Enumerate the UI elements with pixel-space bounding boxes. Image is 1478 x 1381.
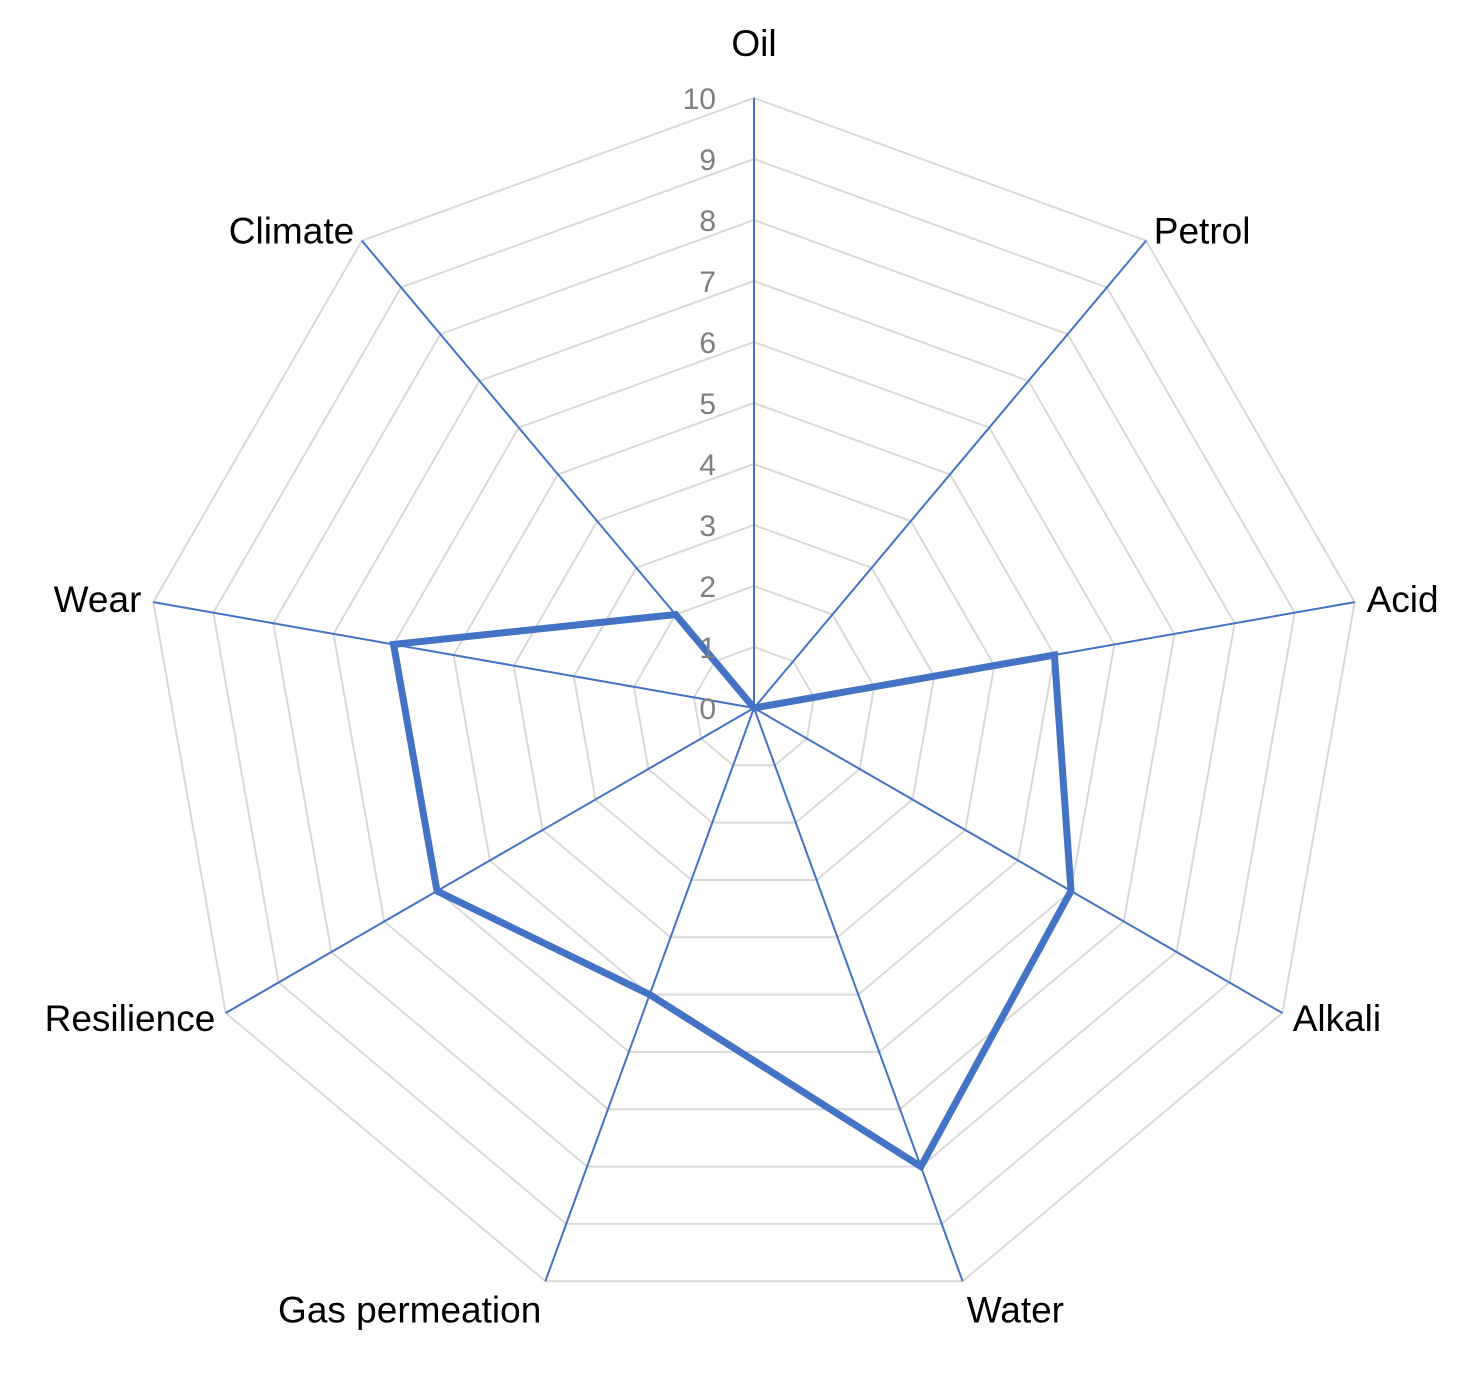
axis-spoke-6 (225, 707, 755, 1014)
data-point-4 (920, 1166, 922, 1168)
grid-rings (152, 96, 1356, 1283)
category-labels: Oil Petrol Acid Alkali Water Gas permeation Re… (45, 23, 1439, 1331)
grid-ring-1 (692, 645, 816, 767)
tick-label: 6 (699, 327, 716, 360)
grid-ring-2 (632, 584, 876, 824)
data-point-1 (753, 707, 755, 709)
data-point-7 (393, 643, 395, 645)
axis-spoke-4 (753, 707, 964, 1282)
axis-spoke-3 (753, 707, 1283, 1014)
tick-label: 10 (683, 83, 716, 116)
tick-label: 1 (699, 632, 716, 665)
category-label: Resilience (45, 998, 216, 1039)
category-label: Oil (731, 23, 776, 64)
tick-label: 7 (699, 266, 716, 299)
tick-label: 3 (699, 510, 716, 543)
data-point-2 (1053, 654, 1055, 656)
tick-label: 4 (699, 449, 716, 482)
grid-ring-7 (332, 279, 1176, 1111)
grid-ring-4 (512, 462, 996, 939)
data-point-8 (675, 614, 677, 615)
series-line-0 (389, 610, 1075, 1172)
category-label: Climate (229, 211, 354, 252)
category-label: Acid (1367, 579, 1439, 620)
category-label: Wear (54, 579, 142, 620)
data-point-3 (1070, 890, 1072, 892)
data-point-6 (436, 890, 438, 892)
category-label: Water (967, 1290, 1064, 1331)
category-label: Petrol (1154, 211, 1251, 252)
category-label: Gas permeation (278, 1290, 541, 1331)
grid-ring-5 (452, 401, 1056, 996)
axis-spoke-1 (753, 240, 1147, 709)
radial-tick-labels: 0 1 2 3 4 5 6 7 8 9 10 (683, 83, 716, 726)
grid-ring-8 (272, 218, 1236, 1168)
tick-label: 5 (699, 388, 716, 421)
grid-ring-6 (392, 340, 1116, 1053)
data-series (389, 610, 1075, 1172)
tick-label: 2 (699, 571, 716, 604)
tick-label: 0 (699, 693, 716, 726)
data-point-5 (649, 994, 651, 996)
axis-spoke-7 (153, 601, 755, 709)
grid-ring-9 (212, 157, 1296, 1225)
tick-label: 8 (699, 205, 716, 238)
grid-ring-10 (152, 96, 1356, 1283)
tick-label: 9 (699, 144, 716, 177)
category-label: Alkali (1293, 998, 1381, 1039)
